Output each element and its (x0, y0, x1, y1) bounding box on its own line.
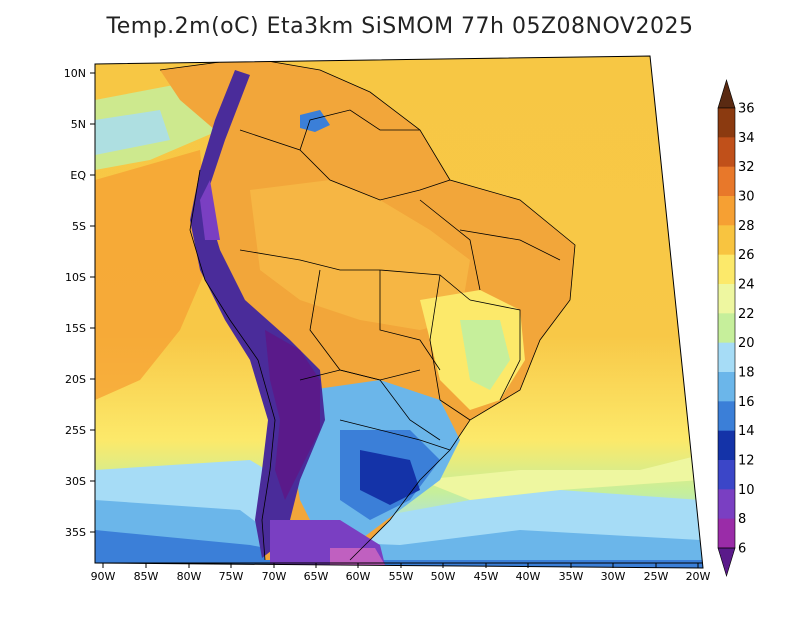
atlantic-mild-band (420, 455, 700, 500)
lon-label: 80W (177, 570, 202, 583)
colorbar-label: 18 (738, 366, 755, 381)
colorbar-label: 28 (738, 219, 755, 234)
highlands-cool (460, 320, 510, 390)
lon-label: 65W (304, 570, 329, 583)
lon-label: 85W (134, 570, 159, 583)
lon-label: 35W (559, 570, 584, 583)
colorbar-swatch (718, 284, 735, 314)
colorbar-top-arrow (717, 78, 736, 109)
colorbar-label: 34 (738, 131, 755, 146)
lon-label: 30W (601, 570, 626, 583)
colorbar-swatch (718, 137, 735, 168)
lat-label: 20S (65, 373, 86, 386)
pacific-warm-zone (95, 150, 210, 400)
patagonia-core (330, 548, 385, 565)
colorbar-label: 10 (738, 483, 755, 498)
altiplano-cold (265, 330, 320, 500)
lat-label: 5S (72, 220, 86, 233)
colorbar-label: 30 (738, 190, 755, 205)
lon-label: 55W (389, 570, 414, 583)
lat-axis: 10N 5N EQ 5S 10S 15S 20S 25S 30S 35S (64, 67, 95, 539)
colorbar-label: 6 (738, 542, 746, 557)
colorbar-swatch (718, 489, 735, 520)
lon-label: 40W (516, 570, 541, 583)
lat-label: 30S (65, 475, 86, 488)
andes-north (200, 180, 220, 240)
colorbar-swatch (718, 342, 735, 373)
colorbar-swatch (718, 460, 735, 490)
colorbar-label: 16 (738, 395, 755, 410)
lon-label: 50W (431, 570, 456, 583)
colorbar-frame (717, 107, 736, 549)
lat-label: 10N (64, 67, 86, 80)
lat-label: EQ (70, 169, 86, 182)
colorbar-label: 26 (738, 248, 755, 263)
colorbar-swatch (718, 372, 735, 402)
colorbar-swatch (718, 254, 735, 285)
colorbar-swatch (718, 225, 735, 256)
lon-axis: 90W 85W 80W 75W 70W 65W 60W 55W 50W 45W … (91, 563, 711, 583)
lat-label: 10S (65, 271, 86, 284)
pacific-cool-core (95, 110, 170, 155)
colorbar-swatch (718, 166, 735, 197)
map-title: Temp.2m(oC) Eta3km SiSMOM 77h 05Z08NOV20… (106, 14, 694, 39)
colorbar-label: 14 (738, 424, 755, 439)
lon-label: 60W (346, 570, 371, 583)
lon-label: 20W (686, 570, 711, 583)
uruguay-cold (360, 450, 420, 505)
colorbar-label: 12 (738, 454, 755, 469)
lon-label: 70W (262, 570, 287, 583)
lat-label: 5N (71, 118, 86, 131)
colorbar-label: 36 (738, 102, 755, 117)
map-panel (95, 56, 703, 568)
lon-label: 75W (219, 570, 244, 583)
colorbar-label: 20 (738, 336, 755, 351)
colorbar-swatch (718, 196, 735, 226)
colorbar-label: 24 (738, 278, 755, 293)
colorbar-swatch (718, 430, 735, 461)
lat-label: 15S (65, 322, 86, 335)
lat-label: 35S (65, 526, 86, 539)
lon-label: 45W (474, 570, 499, 583)
amazon-zone (250, 180, 470, 330)
lon-label: 90W (91, 570, 116, 583)
colorbar-label: 32 (738, 160, 755, 175)
colorbar-swatch (718, 518, 735, 549)
colorbar-label: 8 (738, 512, 746, 527)
lat-label: 25S (65, 424, 86, 437)
colorbar-label: 22 (738, 307, 755, 322)
south-coldest-band (95, 530, 703, 568)
colorbar: 36 34 32 30 28 26 24 22 20 18 16 14 12 10 8 6 (717, 78, 755, 578)
colorbar-swatch (718, 313, 735, 344)
country-borders (159, 57, 576, 561)
colorbar-swatch (718, 401, 735, 432)
colorbar-bottom-arrow (717, 547, 736, 578)
colorbar-swatch (718, 108, 735, 138)
lon-label: 25W (644, 570, 669, 583)
